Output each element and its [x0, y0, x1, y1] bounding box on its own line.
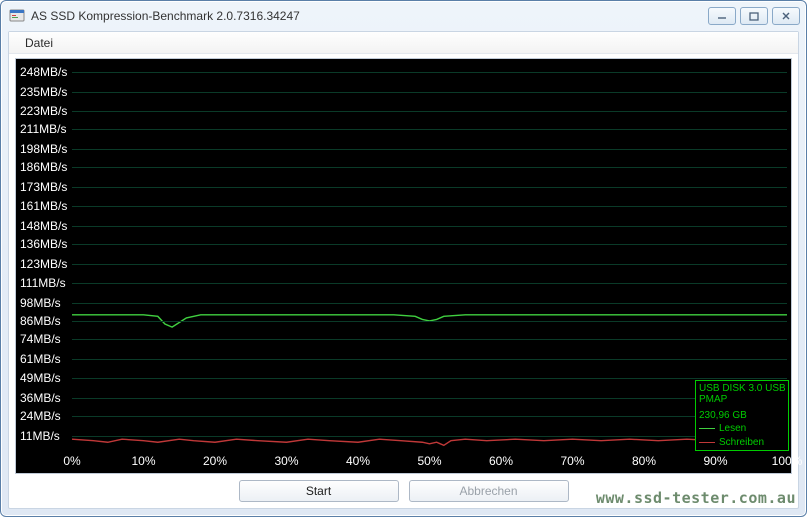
- app-window: AS SSD Kompression-Benchmark 2.0.7316.34…: [0, 0, 807, 517]
- y-tick-label: 186MB/s: [20, 160, 67, 174]
- plot-area: [72, 63, 787, 453]
- x-tick-label: 30%: [274, 454, 298, 468]
- abort-button: Abbrechen: [409, 480, 569, 502]
- minimize-button[interactable]: [708, 7, 736, 25]
- x-tick-label: 90%: [703, 454, 727, 468]
- x-tick-label: 100%: [772, 454, 803, 468]
- x-tick-label: 20%: [203, 454, 227, 468]
- legend-read-swatch: [699, 428, 715, 429]
- client-area: Datei 11MB/s 24MB/s 36MB/s 49MB/s 61MB/s 74MB…: [8, 31, 799, 509]
- legend-device-line1: USB DISK 3.0 USB D: [699, 383, 785, 395]
- x-tick-label: 70%: [560, 454, 584, 468]
- start-button[interactable]: Start: [239, 480, 399, 502]
- y-tick-label: 111MB/s: [20, 276, 66, 290]
- legend-read-label: Lesen: [719, 423, 746, 435]
- menu-datei[interactable]: Datei: [17, 34, 61, 52]
- legend-write-row: Schreiben: [699, 437, 785, 449]
- x-tick-label: 50%: [417, 454, 441, 468]
- y-tick-label: 61MB/s: [20, 352, 61, 366]
- y-tick-label: 36MB/s: [20, 391, 61, 405]
- y-tick-label: 86MB/s: [20, 314, 61, 328]
- y-tick-label: 161MB/s: [20, 199, 67, 213]
- maximize-button[interactable]: [740, 7, 768, 25]
- y-tick-label: 248MB/s: [20, 65, 67, 79]
- window-title: AS SSD Kompression-Benchmark 2.0.7316.34…: [31, 9, 708, 23]
- y-tick-label: 173MB/s: [20, 180, 67, 194]
- y-tick-label: 223MB/s: [20, 104, 67, 118]
- legend-capacity: 230,96 GB: [699, 410, 785, 422]
- x-tick-label: 60%: [489, 454, 513, 468]
- y-tick-label: 74MB/s: [20, 332, 61, 346]
- y-tick-label: 49MB/s: [20, 371, 61, 385]
- legend-write-label: Schreiben: [719, 437, 764, 449]
- series-schreiben: [72, 439, 787, 445]
- y-tick-label: 148MB/s: [20, 219, 67, 233]
- legend-write-swatch: [699, 442, 715, 443]
- close-button[interactable]: [772, 7, 800, 25]
- compression-chart: 11MB/s 24MB/s 36MB/s 49MB/s 61MB/s 74MB/s 86MB…: [15, 58, 792, 474]
- y-tick-label: 98MB/s: [20, 296, 61, 310]
- titlebar[interactable]: AS SSD Kompression-Benchmark 2.0.7316.34…: [1, 1, 806, 31]
- legend-read-row: Lesen: [699, 423, 785, 435]
- x-axis-labels: 0%10%20%30%40%50%60%70%80%90%100%: [72, 454, 787, 472]
- legend-device-line2: PMAP: [699, 394, 785, 406]
- y-axis-labels: 11MB/s 24MB/s 36MB/s 49MB/s 61MB/s 74MB/s 86MB…: [16, 59, 72, 453]
- legend-box: USB DISK 3.0 USB D PMAP 230,96 GB Lesen …: [695, 380, 789, 452]
- y-tick-label: 235MB/s: [20, 85, 67, 99]
- y-tick-label: 136MB/s: [20, 237, 67, 251]
- app-icon: [9, 8, 25, 24]
- x-tick-label: 80%: [632, 454, 656, 468]
- y-tick-label: 198MB/s: [20, 142, 67, 156]
- y-tick-label: 24MB/s: [20, 409, 61, 423]
- menubar: Datei: [9, 32, 798, 54]
- button-bar: Start Abbrechen: [9, 478, 798, 508]
- x-tick-label: 0%: [63, 454, 80, 468]
- y-tick-label: 211MB/s: [20, 122, 66, 136]
- x-tick-label: 40%: [346, 454, 370, 468]
- x-tick-label: 10%: [131, 454, 155, 468]
- y-tick-label: 11MB/s: [20, 429, 60, 443]
- y-tick-label: 123MB/s: [20, 257, 67, 271]
- window-controls: [708, 7, 800, 25]
